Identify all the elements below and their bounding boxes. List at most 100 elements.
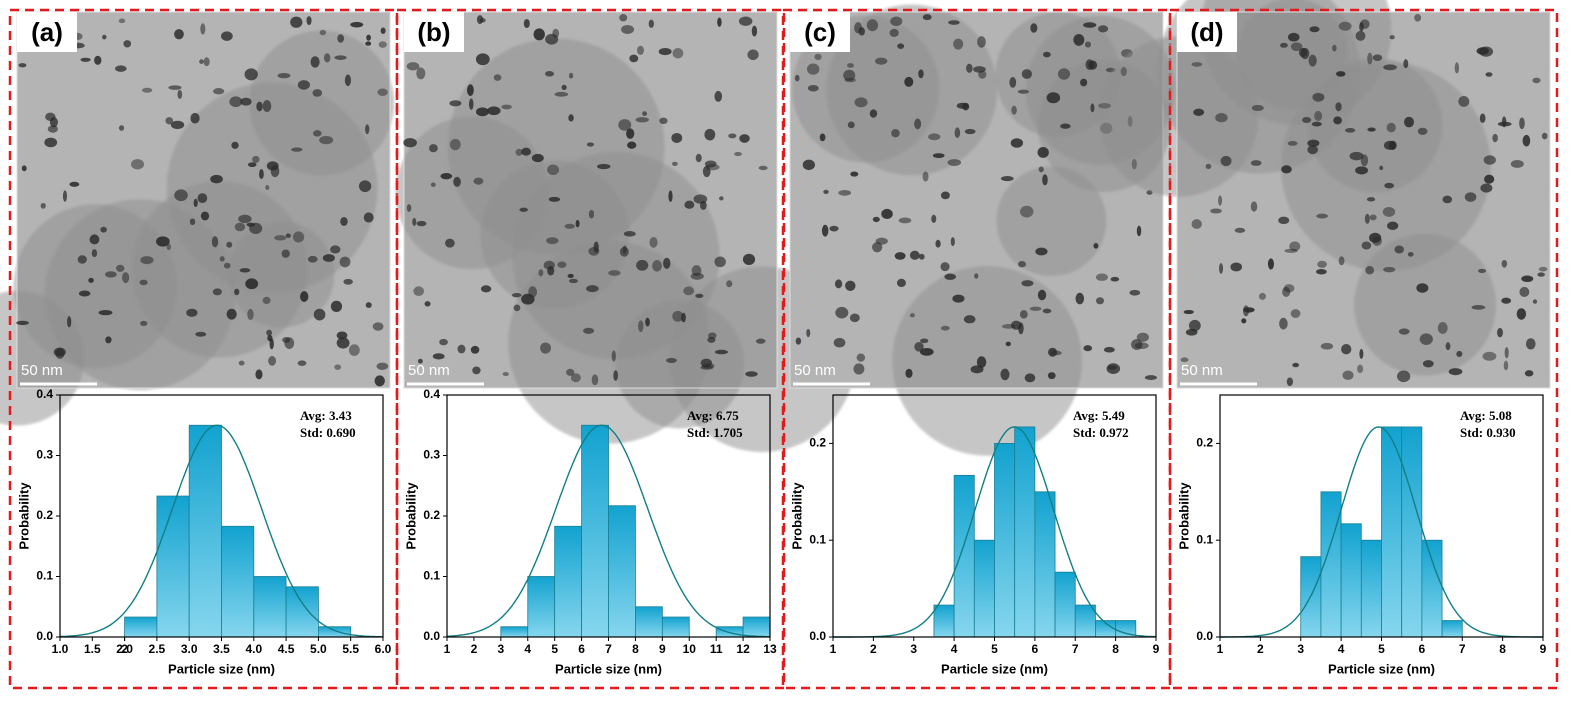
nanoparticle	[850, 171, 859, 177]
nanoparticle	[284, 337, 295, 349]
nanoparticle	[1480, 183, 1493, 193]
nanoparticle	[330, 300, 343, 312]
nanoparticle	[1387, 221, 1399, 230]
x-tick-label: 1.0	[52, 642, 69, 656]
nanoparticle	[255, 369, 263, 380]
nanoparticle	[487, 106, 501, 116]
nanoparticle	[1210, 208, 1222, 214]
nanoparticle	[1302, 116, 1312, 124]
nanoparticle	[190, 112, 200, 124]
nanoparticle	[1458, 96, 1470, 107]
annotation: Avg: 5.49	[1073, 408, 1125, 423]
nanoparticle	[875, 57, 888, 65]
scale-bar-label: 50 nm	[408, 362, 450, 379]
nanoparticle	[914, 118, 922, 130]
nanoparticle	[98, 309, 113, 316]
nanoparticle	[890, 16, 903, 27]
nanoparticle	[502, 372, 509, 377]
nanoparticle	[940, 262, 950, 272]
nanoparticle	[203, 57, 210, 67]
nanoparticle	[1382, 206, 1396, 217]
nanoparticle	[1005, 341, 1011, 347]
nanoparticle	[229, 96, 243, 107]
y-tick-label: 0.2	[423, 508, 440, 522]
nanoparticle	[156, 236, 170, 247]
nanoparticle	[340, 217, 348, 226]
nanoparticle	[40, 202, 46, 209]
nanoparticle	[416, 220, 427, 227]
nanoparticle	[1083, 345, 1093, 352]
nanoparticle	[1383, 64, 1397, 71]
y-axis-label: Probability	[1176, 482, 1191, 550]
nanoparticle	[1320, 342, 1334, 350]
nanoparticle	[412, 217, 417, 226]
nanoparticle	[365, 124, 370, 135]
nanoparticle	[365, 302, 372, 308]
nanoparticle	[219, 256, 225, 262]
nanoparticle	[1311, 121, 1322, 127]
nanoparticle	[1383, 140, 1396, 150]
nanoparticle	[1083, 22, 1097, 28]
nanoparticle	[707, 336, 716, 343]
nanoparticle	[88, 277, 94, 283]
nanoparticle	[238, 214, 252, 224]
nanoparticle	[586, 285, 599, 293]
support-particle	[996, 166, 1107, 277]
nanoparticle	[1366, 197, 1376, 202]
nanoparticle	[648, 19, 654, 29]
y-tick-label: 0.1	[423, 569, 440, 583]
nanoparticle	[843, 69, 856, 81]
nanoparticle	[210, 174, 223, 184]
nanoparticle	[140, 320, 148, 327]
bar	[1014, 426, 1036, 638]
nanoparticle	[1000, 176, 1014, 182]
y-axis-label: Probability	[789, 482, 804, 550]
nanoparticle	[1503, 360, 1509, 371]
nanoparticle	[533, 28, 545, 41]
nanoparticle	[252, 155, 260, 164]
nanoparticle	[1042, 308, 1052, 314]
nanoparticle	[429, 144, 438, 153]
nanoparticle	[104, 271, 117, 278]
nanoparticle	[554, 91, 569, 97]
x-tick-label: 1	[444, 642, 451, 656]
x-axis-label: Particle size (nm)	[941, 661, 1048, 676]
nanoparticle	[240, 97, 252, 106]
nanoparticle	[1403, 59, 1409, 69]
x-tick-label: 6	[578, 642, 585, 656]
nanoparticle	[726, 280, 733, 288]
nanoparticle	[695, 153, 702, 163]
x-tick-label: 10	[683, 642, 697, 656]
nanoparticle	[1188, 319, 1201, 332]
nanoparticle	[1355, 166, 1369, 175]
nanoparticle	[1129, 289, 1141, 296]
nanoparticle	[94, 55, 102, 65]
x-tick-label: 5	[551, 642, 558, 656]
bar	[608, 505, 636, 638]
nanoparticle	[141, 87, 153, 93]
nanoparticle	[1024, 373, 1036, 383]
nanoparticle	[940, 325, 950, 331]
nanoparticle	[742, 253, 756, 266]
nanoparticle	[1516, 308, 1527, 320]
nanoparticle	[521, 293, 535, 305]
nanoparticle	[1073, 33, 1085, 46]
nanoparticle	[922, 171, 929, 182]
bar	[500, 626, 529, 638]
support-particle	[826, 4, 998, 176]
x-tick-label: 7	[605, 642, 612, 656]
nanoparticle	[1501, 259, 1508, 268]
nanoparticle	[823, 189, 829, 194]
nanoparticle	[270, 165, 280, 178]
nanoparticle	[513, 304, 521, 312]
nanoparticle	[1009, 76, 1017, 88]
nanoparticle	[611, 350, 616, 362]
nanoparticle	[1389, 35, 1395, 40]
nanoparticle	[1367, 127, 1376, 132]
nanoparticle	[67, 316, 72, 328]
nanoparticle	[174, 189, 188, 202]
nanoparticle	[833, 337, 846, 348]
nanoparticle	[262, 100, 272, 113]
panel-label: (d)	[1190, 17, 1223, 47]
nanoparticle	[1365, 266, 1375, 275]
